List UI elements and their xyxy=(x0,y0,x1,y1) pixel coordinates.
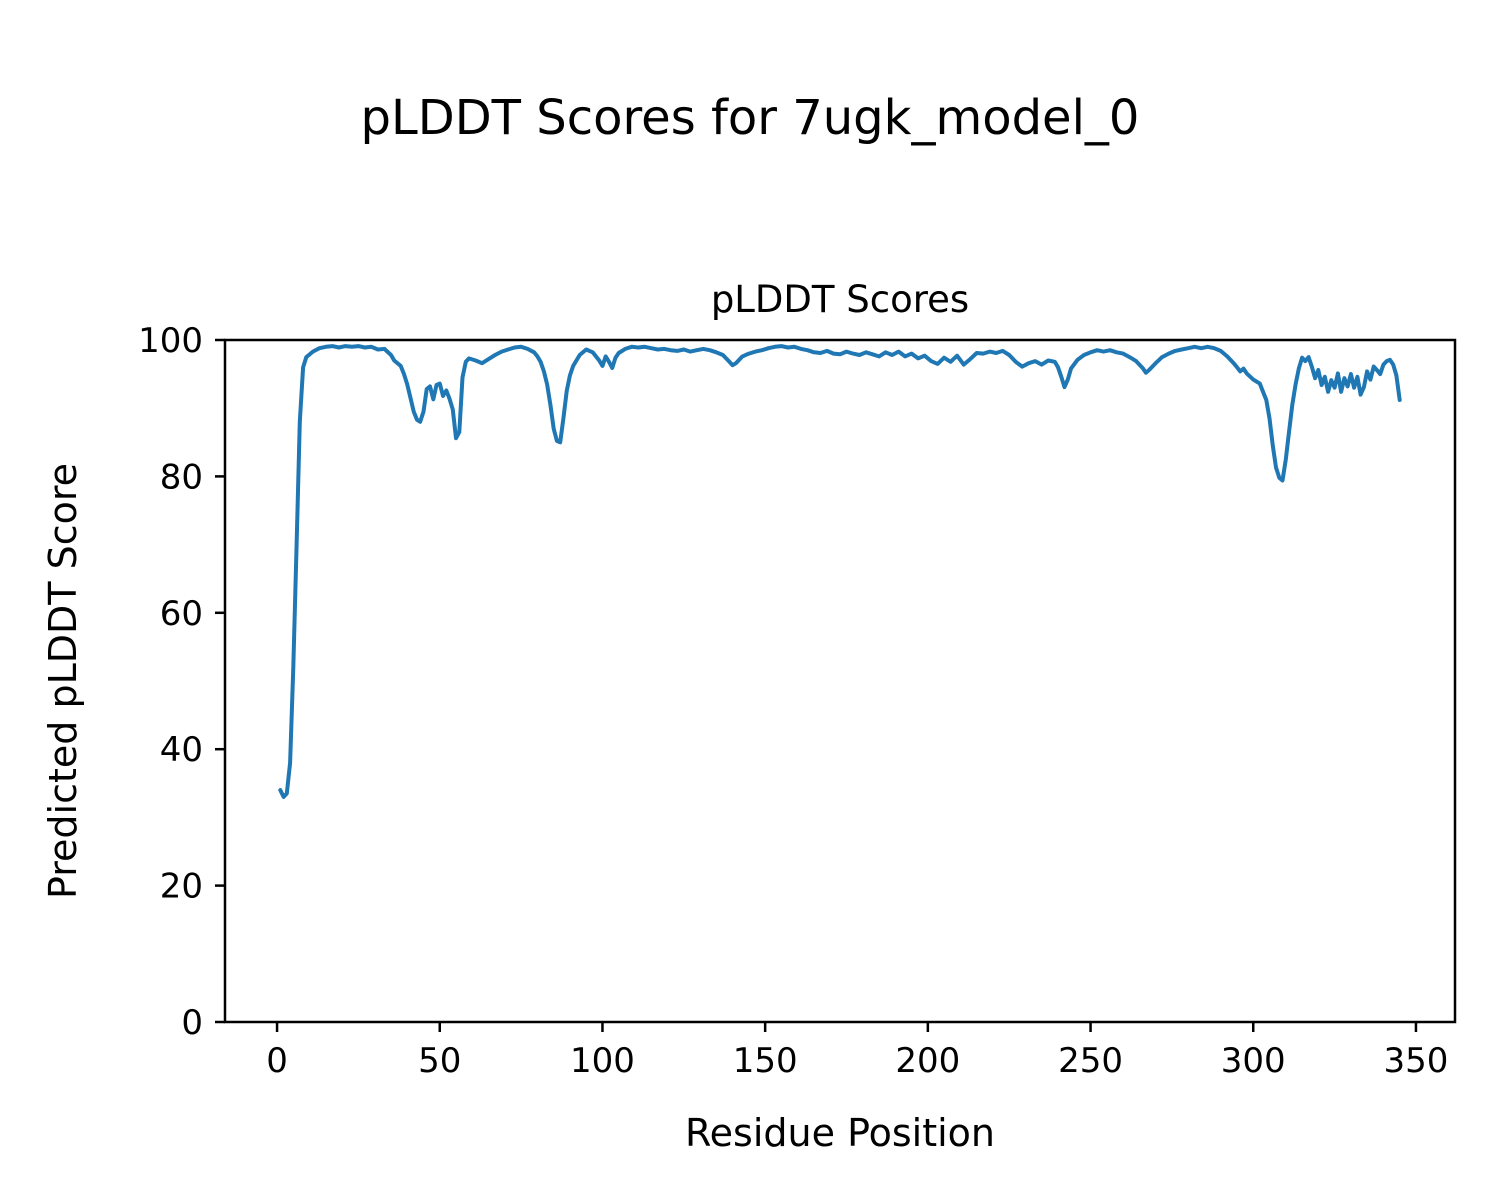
x-tick-label: 250 xyxy=(1058,1041,1123,1081)
axes-title: pLDDT Scores xyxy=(711,278,969,321)
x-tick-label: 50 xyxy=(418,1041,461,1081)
x-tick-label: 150 xyxy=(733,1041,798,1081)
x-tick-label: 350 xyxy=(1383,1041,1448,1081)
y-tick-label: 40 xyxy=(160,730,203,770)
x-tick-label: 300 xyxy=(1221,1041,1286,1081)
axes-spines xyxy=(223,338,1457,1024)
x-axis-label: Residue Position xyxy=(685,1111,995,1155)
plot-line-plddt xyxy=(278,344,1402,799)
x-tick-label: 200 xyxy=(895,1041,960,1081)
y-tick-label: 100 xyxy=(138,321,203,361)
y-tick-label: 20 xyxy=(160,867,203,907)
y-axis-label: Predicted pLDDT Score xyxy=(41,463,85,899)
y-tick-label: 60 xyxy=(160,594,203,634)
y-tick-label: 80 xyxy=(160,457,203,497)
figure-suptitle: pLDDT Scores for 7ugk_model_0 xyxy=(360,90,1140,146)
x-tick-label: 0 xyxy=(266,1041,288,1081)
y-tick-label: 0 xyxy=(181,1003,203,1043)
x-tick-label: 100 xyxy=(570,1041,635,1081)
